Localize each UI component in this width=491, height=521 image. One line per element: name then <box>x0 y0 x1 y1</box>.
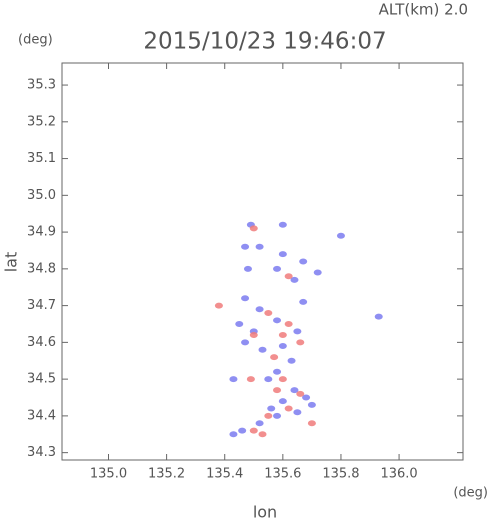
x-tick-label: 135.6 <box>264 467 301 482</box>
echo-point <box>299 258 308 265</box>
x-tick-label: 135.2 <box>148 467 185 482</box>
echo-point <box>273 368 282 375</box>
echo-point <box>307 401 316 408</box>
x-unit: (deg) <box>453 486 488 501</box>
echo-point <box>241 339 250 346</box>
x-axis-label: lon <box>253 503 277 521</box>
echo-point <box>290 387 299 394</box>
echo-point <box>293 328 302 335</box>
echo-point <box>273 412 282 419</box>
x-tick-label: 135.0 <box>90 467 127 482</box>
x-tick-label: 135.8 <box>322 467 359 482</box>
echo-point <box>264 412 273 419</box>
altitude-label: ALT(km) 2.0 <box>379 1 468 19</box>
echo-point <box>249 225 258 232</box>
echo-point <box>255 243 264 250</box>
echo-point <box>336 232 345 239</box>
echo-point <box>258 346 267 353</box>
y-tick-label: 34.3 <box>27 445 56 460</box>
echo-point <box>290 276 299 283</box>
echo-point <box>273 317 282 324</box>
plot-frame <box>61 62 464 461</box>
echo-point <box>278 343 287 350</box>
y-tick-label: 34.7 <box>27 298 56 313</box>
echo-point <box>278 332 287 339</box>
echo-point <box>296 390 305 397</box>
y-tick-label: 35.1 <box>27 151 56 166</box>
y-tick-label: 34.9 <box>27 225 56 240</box>
echo-point <box>302 394 311 401</box>
echo-point <box>293 409 302 416</box>
y-unit: (deg) <box>18 33 53 48</box>
y-axis-label: lat <box>2 252 21 273</box>
echo-point <box>299 298 308 305</box>
echo-point <box>307 420 316 427</box>
y-tick-label: 35.3 <box>27 78 56 93</box>
x-tick-label: 136.0 <box>380 467 417 482</box>
echo-point <box>313 269 322 276</box>
echo-point <box>278 221 287 228</box>
echo-point <box>246 376 255 383</box>
echo-point <box>235 320 244 327</box>
echo-point <box>255 306 264 313</box>
echo-point <box>241 243 250 250</box>
echo-point <box>264 376 273 383</box>
y-tick-label: 34.5 <box>27 372 56 387</box>
echo-point <box>258 431 267 438</box>
y-tick-label: 34.4 <box>27 408 56 423</box>
echo-point <box>287 357 296 364</box>
echo-point <box>278 376 287 383</box>
y-tick-label: 34.8 <box>27 261 56 276</box>
echo-point <box>267 405 276 412</box>
echo-point <box>214 302 223 309</box>
echo-point <box>229 376 238 383</box>
chart-title: 2015/10/23 19:46:07 <box>143 29 386 55</box>
echo-point <box>284 273 293 280</box>
echo-point <box>264 309 273 316</box>
echo-point <box>374 313 383 320</box>
echo-point <box>243 265 252 272</box>
echo-point <box>249 332 258 339</box>
y-tick-label: 34.6 <box>27 335 56 350</box>
echo-point <box>249 427 258 434</box>
y-tick-label: 35.2 <box>27 114 56 129</box>
y-tick-label: 35.0 <box>27 188 56 203</box>
echo-point <box>273 387 282 394</box>
x-tick-label: 135.4 <box>206 467 243 482</box>
echo-point <box>238 427 247 434</box>
echo-point <box>273 265 282 272</box>
echo-point <box>278 251 287 258</box>
echo-point <box>284 320 293 327</box>
echo-point <box>284 405 293 412</box>
echo-point <box>296 339 305 346</box>
echo-point <box>241 295 250 302</box>
echo-point <box>278 398 287 405</box>
echo-point <box>255 420 264 427</box>
echo-point <box>229 431 238 438</box>
echo-point <box>270 354 279 361</box>
